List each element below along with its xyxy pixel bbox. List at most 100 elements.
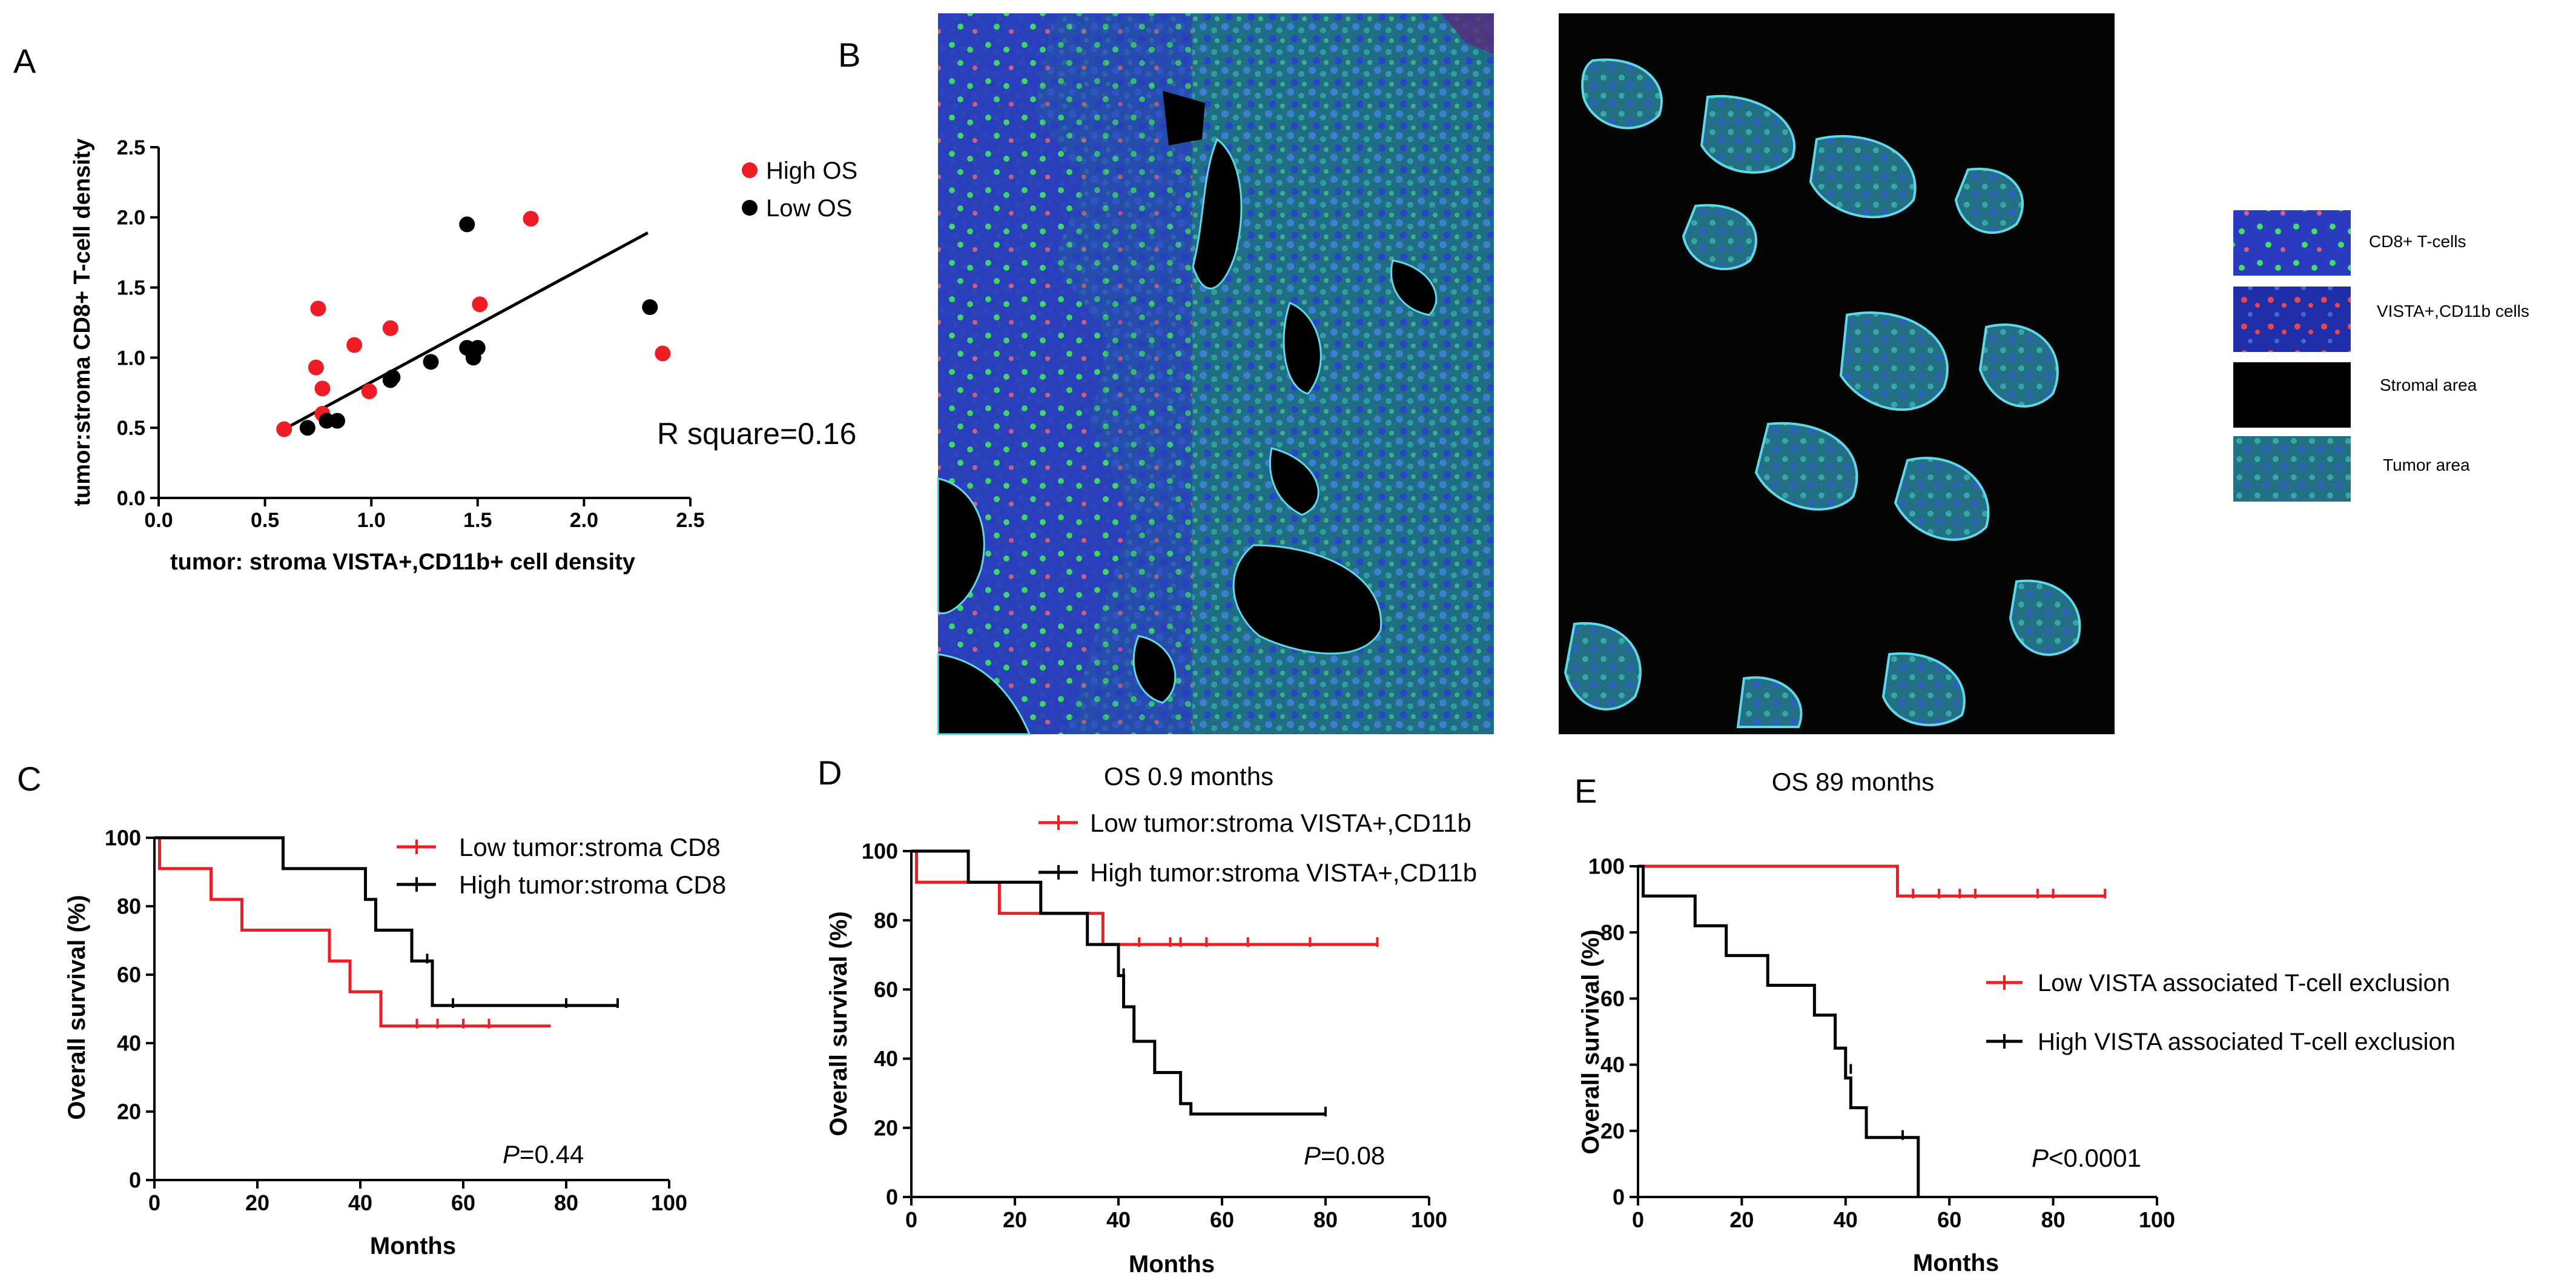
- y-axis-label: tumor:stroma CD8+ T-cell density: [70, 138, 95, 506]
- x-tick-label: 0.5: [251, 509, 279, 532]
- point-low-os: [469, 340, 486, 356]
- y-tick-label: 1.0: [117, 347, 145, 370]
- point-high-os: [276, 421, 292, 437]
- y-axis-label: Overall survival (%): [1577, 929, 1604, 1154]
- legend-label-low-vista: Low tumor:stroma VISTA+,CD11b: [1090, 809, 1471, 837]
- p-value: P<0.0001: [2032, 1144, 2141, 1172]
- km-chart-c: 0 20 40 60 80 100 0 20 40 60 80 100 Months Overall …: [64, 826, 726, 1259]
- x-tick-label: 60: [451, 1190, 475, 1215]
- y-axis-label: Overall survival (%): [64, 895, 90, 1119]
- point-high-os: [361, 383, 377, 399]
- microscopy-image-right: [1559, 13, 2115, 734]
- x-tick-label: 0: [905, 1207, 917, 1232]
- y-tick-label: 60: [874, 977, 898, 1002]
- point-high-os: [382, 320, 398, 336]
- panel-letter-d: D: [817, 754, 842, 792]
- swatch-tumor: [2233, 436, 2351, 502]
- y-tick-label: 0: [1613, 1185, 1625, 1210]
- y-tick-label: 80: [117, 894, 141, 919]
- y-tick-label: 100: [105, 826, 141, 851]
- y-tick-label: 20: [117, 1099, 141, 1124]
- x-tick-label: 0.0: [144, 509, 173, 532]
- y-tick-label: 40: [1600, 1052, 1625, 1077]
- panel-letter-c: C: [17, 760, 41, 798]
- y-tick-label: 80: [874, 908, 898, 933]
- legend-label-low-os: Low OS: [766, 195, 852, 222]
- point-low-os: [299, 420, 315, 436]
- x-tick-label: 100: [651, 1190, 687, 1215]
- x-tick-label: 0: [1632, 1207, 1644, 1232]
- microscopy-image-left: [937, 13, 1494, 735]
- legend: Low tumor:stroma VISTA+,CD11b High tumor…: [1039, 809, 1477, 887]
- x-tick-label: 20: [1003, 1207, 1027, 1232]
- km-chart-e: 0 20 40 60 80 100 0 20 40 60 80 100 OS 89 months Mo…: [1577, 768, 2455, 1276]
- x-tick-label: 40: [1106, 1207, 1131, 1232]
- panel-letter-a: A: [13, 42, 36, 80]
- y-tick-label: 40: [874, 1046, 898, 1071]
- x-tick-label: 60: [1210, 1207, 1234, 1232]
- y-tick-label: 2.0: [117, 207, 145, 230]
- p-value: P=0.08: [1304, 1141, 1385, 1170]
- point-low-os: [459, 216, 475, 233]
- x-axis-label: tumor: stroma VISTA+,CD11b+ cell density: [170, 549, 635, 575]
- survival-curve-0: [1638, 864, 2105, 898]
- x-tick-label: 40: [348, 1190, 372, 1215]
- y-tick-label: 60: [1600, 986, 1625, 1011]
- swatch-vista: [2233, 287, 2351, 352]
- survival-curve-1: [911, 849, 1326, 1116]
- point-high-os: [523, 211, 539, 227]
- point-high-os: [472, 296, 488, 313]
- micro-legend-label-tumor: Tumor area: [2383, 456, 2470, 474]
- x-tick-label: 2.5: [676, 509, 704, 532]
- swatch-cd8: [2233, 210, 2351, 276]
- x-tick-label: 20: [1729, 1207, 1754, 1232]
- panel-letter-e: E: [1574, 772, 1597, 810]
- x-tick-label: 1.5: [463, 509, 492, 532]
- legend-label-high-os: High OS: [766, 158, 857, 184]
- point-low-os: [385, 369, 401, 385]
- x-tick-label: 80: [1313, 1207, 1338, 1232]
- point-high-os: [308, 359, 324, 376]
- x-tick-label: 2.0: [570, 509, 598, 532]
- x-tick-label: 1.0: [357, 509, 386, 532]
- point-high-os: [346, 337, 363, 353]
- micro-legend-label-cd8: CD8+ T-cells: [2369, 232, 2466, 251]
- micro-legend: CD8+ T-cells VISTA+,CD11b cells Stromal …: [2233, 210, 2529, 502]
- y-tick-label: 2.5: [117, 136, 145, 159]
- x-tick-label: 40: [1834, 1207, 1858, 1232]
- micro-legend-label-vista: VISTA+,CD11b cells: [2377, 302, 2529, 320]
- y-tick-label: 20: [874, 1115, 898, 1140]
- y-tick-label: 40: [117, 1031, 141, 1056]
- legend-label-low-exclusion: Low VISTA associated T-cell exclusion: [2038, 970, 2450, 996]
- km-chart-d: 0 20 40 60 80 100 0 20 40 60 80 100 OS 0.9 months M…: [825, 762, 1477, 1278]
- survival-curve-0: [911, 849, 1378, 946]
- legend-marker-high-os: [742, 162, 758, 178]
- legend-label-high-exclusion: High VISTA associated T-cell exclusion: [2038, 1029, 2455, 1055]
- x-tick-label: 100: [2139, 1207, 2175, 1232]
- point-high-os: [310, 300, 326, 317]
- survival-curve-1: [154, 836, 618, 1007]
- x-tick-label: 100: [1411, 1207, 1447, 1232]
- y-axis-label: Overall survival (%): [825, 911, 852, 1136]
- legend-label-high-cd8: High tumor:stroma CD8: [459, 870, 726, 899]
- point-low-os: [329, 413, 346, 429]
- x-tick-label: 80: [2041, 1207, 2066, 1232]
- y-tick-label: 0: [886, 1185, 898, 1210]
- y-tick-label: 60: [117, 963, 141, 987]
- point-high-os: [655, 345, 671, 362]
- p-value: P=0.44: [503, 1140, 584, 1169]
- y-tick-label: 20: [1600, 1118, 1625, 1143]
- legend: Low VISTA associated T-cell exclusion Hi…: [1986, 970, 2455, 1055]
- panel-title: OS 89 months: [1772, 768, 1934, 796]
- point-low-os: [423, 354, 439, 370]
- legend-marker-low-os: [742, 200, 758, 216]
- x-tick-label: 80: [554, 1190, 578, 1215]
- x-axis-label: Months: [1129, 1251, 1215, 1278]
- point-low-os: [642, 299, 658, 316]
- point-high-os: [314, 380, 331, 397]
- survival-curve-1: [1638, 864, 1920, 1197]
- y-tick-label: 0.5: [117, 417, 145, 440]
- legend-label-low-cd8: Low tumor:stroma CD8: [459, 833, 721, 861]
- x-tick-label: 20: [245, 1190, 269, 1215]
